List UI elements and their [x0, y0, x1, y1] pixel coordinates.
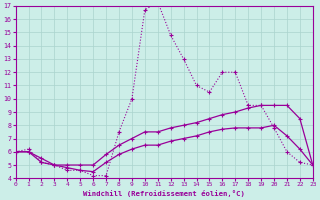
X-axis label: Windchill (Refroidissement éolien,°C): Windchill (Refroidissement éolien,°C) — [83, 190, 245, 197]
